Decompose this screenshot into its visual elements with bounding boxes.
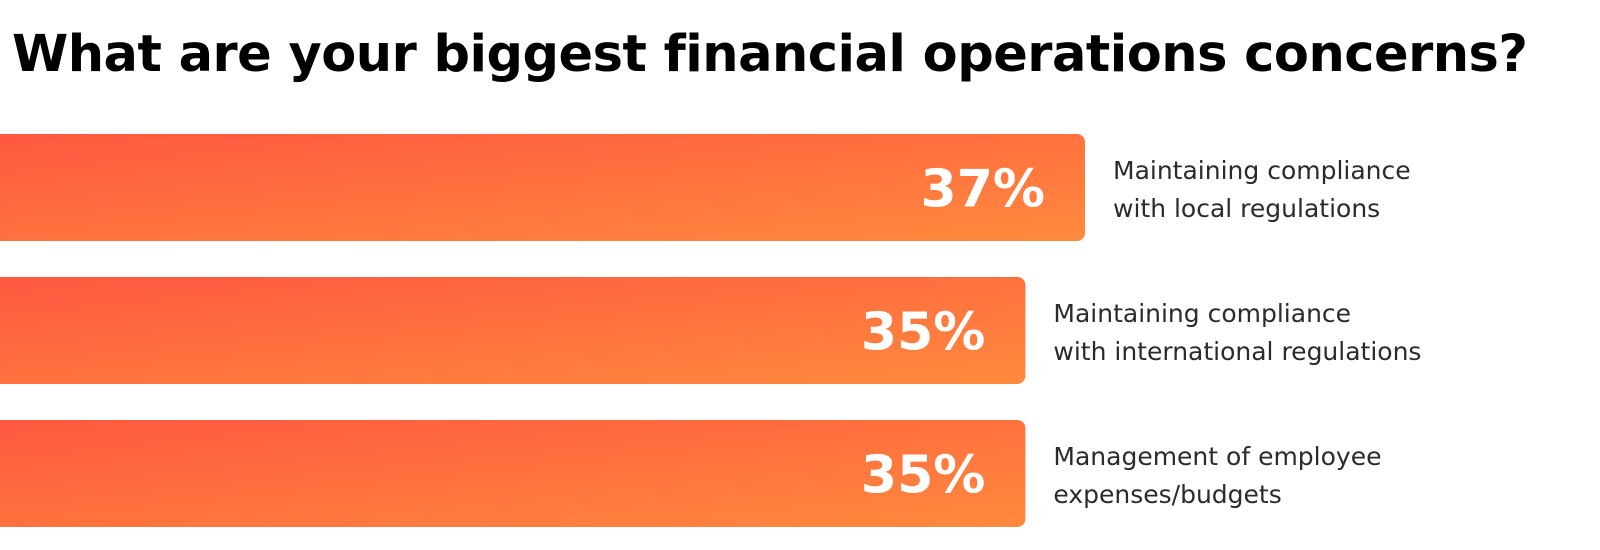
chart-title: What are your biggest financial operatio… [12,25,1528,84]
category-label-line: Maintaining compliance [1113,156,1411,185]
bars-layer: 37% Maintaining compliance with local regu… [0,134,1421,527]
bar [0,420,1026,527]
category-label-line: with international regulations [1053,337,1421,366]
bar-value-label: 35% [861,303,985,363]
bar-value-label: 37% [921,160,1045,220]
category-label-line: with local regulations [1113,194,1380,223]
bar [0,277,1026,384]
category-label-line: Management of employee [1053,442,1381,471]
category-label: Management of employee expenses/budgets [1053,442,1381,509]
category-label: Maintaining compliance with local regulat… [1113,156,1411,223]
category-label-line: expenses/budgets [1053,480,1281,509]
category-label-line: Maintaining compliance [1053,299,1351,328]
bar [0,134,1085,241]
bar-value-label: 35% [861,446,985,506]
category-label: Maintaining compliance with international… [1053,299,1421,366]
